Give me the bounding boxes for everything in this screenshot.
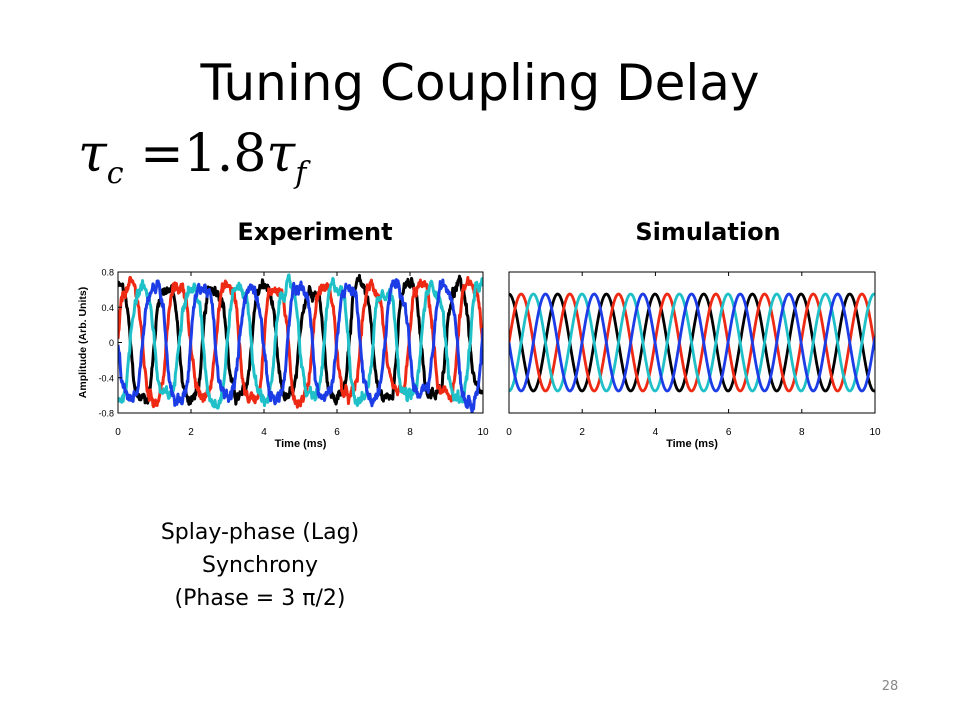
formula-subscript-f: f xyxy=(295,156,307,191)
experiment-panel-title: Experiment xyxy=(237,218,393,246)
caption: Splay-phase (Lag) Synchrony (Phase = 3 π… xyxy=(110,516,410,615)
x-tick-label: 2 xyxy=(188,427,194,438)
series-line-1 xyxy=(118,275,483,409)
x-tick-label: 6 xyxy=(334,427,340,438)
formula-equals: = xyxy=(140,124,184,184)
plot-frame xyxy=(508,271,876,414)
y-tick-label: 0 xyxy=(109,338,114,348)
x-axis-label: Time (ms) xyxy=(666,438,718,450)
series-line-2 xyxy=(118,273,483,410)
formula-tau-symbol-2: τ xyxy=(266,124,296,184)
coupling-delay-formula: τc =1.8τf xyxy=(78,128,306,189)
x-tick-label: 6 xyxy=(726,427,732,438)
caption-line-2: Synchrony xyxy=(202,553,318,578)
series-line-2 xyxy=(509,292,875,393)
series-line-3 xyxy=(118,278,483,413)
chart-0: 0 2 4 6 8 10 0.8 0.4 0 -0.4 -0.8 Time (ms) Amplitude… xyxy=(77,268,489,451)
x-tick-label: 0 xyxy=(506,427,512,438)
chart-1: 0 2 4 6 8 10 Time (ms) xyxy=(506,271,881,450)
series-line-3 xyxy=(509,292,875,393)
caption-line-1: Splay-phase (Lag) xyxy=(160,520,360,545)
y-axis-label: Amplitude (Arb. Units) xyxy=(77,287,89,398)
y-tick-label: -0.4 xyxy=(98,373,114,383)
x-tick-label: 2 xyxy=(579,427,585,438)
slide-title: Tuning Coupling Delay xyxy=(200,54,760,112)
caption-line-3: (Phase = 3 π/2) xyxy=(174,586,346,611)
x-axis-label: Time (ms) xyxy=(275,438,327,450)
formula-value: 1.8 xyxy=(183,124,267,184)
formula-tau-symbol: τ xyxy=(78,124,107,184)
series-group xyxy=(509,292,875,393)
x-tick-label: 4 xyxy=(653,427,659,438)
y-tick-label: 0.8 xyxy=(101,268,114,278)
page-number: 28 xyxy=(881,679,899,694)
x-tick-label: 0 xyxy=(115,427,121,438)
formula-subscript-c: c xyxy=(106,156,124,191)
x-tick-label: 10 xyxy=(869,427,881,438)
x-tick-label: 10 xyxy=(477,427,489,438)
simulation-panel-title: Simulation xyxy=(635,218,781,246)
x-tick-label: 8 xyxy=(407,427,413,438)
series-group xyxy=(118,273,483,413)
x-tick-label: 4 xyxy=(261,427,267,438)
x-tick-label: 8 xyxy=(799,427,805,438)
series-line-1 xyxy=(509,292,875,393)
y-tick-label: 0.4 xyxy=(101,303,114,313)
y-tick-label: -0.8 xyxy=(98,409,114,419)
